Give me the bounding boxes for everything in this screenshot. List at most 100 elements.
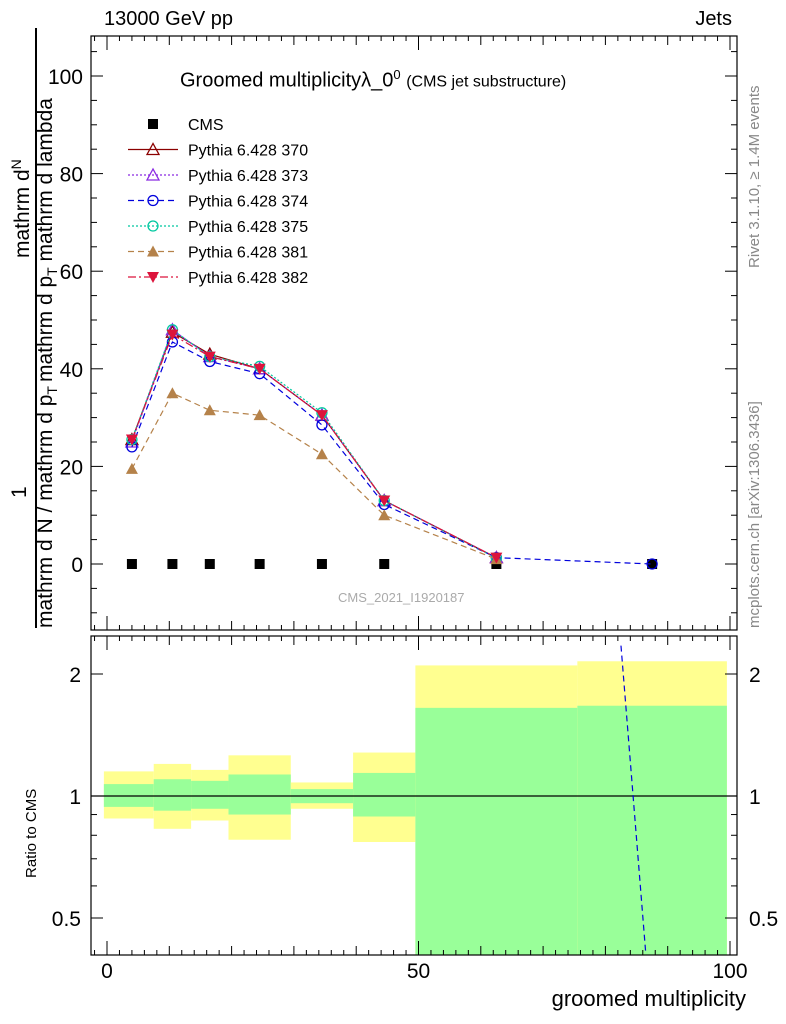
data-point xyxy=(490,552,503,564)
y-axis-label-mid-text: mathrm d p xyxy=(34,275,57,383)
y-axis-label-top-text: mathrm d xyxy=(11,169,34,258)
series-line xyxy=(131,341,653,565)
legend-marker xyxy=(147,220,159,232)
ratio-y-axis-label: Ratio to CMS xyxy=(23,788,40,878)
y-axis-label-top-sup: N xyxy=(8,159,24,170)
data-point xyxy=(166,387,179,399)
data-point xyxy=(315,410,328,422)
data-point xyxy=(166,329,179,341)
ratio-uncertainty-band-inner xyxy=(228,774,291,815)
data-point xyxy=(254,559,265,569)
series-pythia-6-428-382 xyxy=(125,329,503,564)
header-energy-label: 13000 GeV pp xyxy=(104,8,233,30)
chart-title-text: Groomed multiplicityλ_0 xyxy=(180,69,394,92)
data-point xyxy=(316,419,328,431)
legend-marker xyxy=(145,167,161,181)
chart-subtitle: (CMS jet substructure) xyxy=(406,73,567,91)
y-axis-label-tail-text: mathrm d lambda xyxy=(34,98,57,268)
chart-title: Groomed multiplicityλ_00 (CMS jet substr… xyxy=(180,67,566,93)
series-line xyxy=(131,328,497,559)
ratio-y-tick-label-right: 2 xyxy=(749,664,761,687)
data-point xyxy=(315,448,328,460)
series-pythia-6-428-381 xyxy=(125,387,503,565)
data-point xyxy=(647,559,658,569)
legend-label: Pythia 6.428 381 xyxy=(188,245,308,262)
data-point xyxy=(124,434,140,448)
y-axis-label-denom-text: mathrm d N / mathrm d p xyxy=(34,394,57,628)
data-point xyxy=(125,462,138,474)
rivet-version-label: Rivet 3.1.10, ≥ 1.4M events xyxy=(746,85,763,269)
series-line xyxy=(131,331,497,559)
ratio-uncertainty-band-inner xyxy=(153,779,192,811)
chart-title-superscript: 0 xyxy=(393,67,401,82)
data-point xyxy=(253,409,266,421)
header-jets-label: Jets xyxy=(695,8,732,30)
y-tick-label: 60 xyxy=(60,261,83,284)
data-point xyxy=(379,559,390,569)
legend-label: Pythia 6.428 382 xyxy=(188,270,308,287)
y-axis-label-mid-sub: T xyxy=(44,267,61,276)
ratio-y-tick-label-right: 0.5 xyxy=(749,908,778,931)
y-tick-label: 20 xyxy=(60,456,83,479)
ratio-line-374 xyxy=(620,645,647,956)
main-panel-frame xyxy=(90,35,738,631)
series-pythia-6-428-373 xyxy=(124,322,504,564)
ratio-uncertainty-band-inner xyxy=(191,780,229,809)
series-line xyxy=(131,392,497,560)
ratio-uncertainty-band-inner xyxy=(353,772,416,817)
axis-ticks: 0 20 40 60 80 100 0 50 100 0.5 0.5 1 1 2 2 xyxy=(48,36,778,983)
y-axis-label-numerator: 1 xyxy=(8,486,32,498)
series-pythia-6-428-370 xyxy=(124,324,504,564)
series-layer xyxy=(124,322,658,570)
data-point xyxy=(126,559,137,569)
ratio-uncertainty-band-inner xyxy=(577,705,727,955)
ratio-y-tick-label: 1 xyxy=(69,786,81,809)
series-line xyxy=(131,328,497,559)
data-point xyxy=(203,404,216,416)
legend-marker xyxy=(148,119,158,129)
x-axis-label: groomed multiplicity xyxy=(551,986,746,1011)
mcplots-reference-label: mcplots.cern.ch [arXiv:1306.3436] xyxy=(746,401,763,628)
ratio-y-tick-label: 0.5 xyxy=(52,908,81,931)
data-point xyxy=(378,495,391,507)
y-tick-label: 100 xyxy=(48,66,83,89)
y-axis-label-denominator: mathrm d N / mathrm d pTmathrm d pT math… xyxy=(34,98,60,628)
legend: CMS Pythia 6.428 370 Pythia 6.428 373 Pythi… xyxy=(128,117,308,287)
legend-marker xyxy=(147,272,159,283)
ratio-y-tick-label-right: 1 xyxy=(749,786,761,809)
data-point xyxy=(203,351,216,363)
y-axis-label-denom-sub: T xyxy=(44,386,61,395)
data-point xyxy=(253,363,266,375)
legend-marker xyxy=(145,142,161,156)
legend-label: Pythia 6.428 374 xyxy=(188,194,308,211)
y-tick-label: 40 xyxy=(60,359,83,382)
legend-label: CMS xyxy=(188,117,224,134)
legend-label: Pythia 6.428 370 xyxy=(188,143,308,160)
analysis-watermark: CMS_2021_I1920187 xyxy=(338,590,465,605)
data-point xyxy=(204,559,215,569)
data-point xyxy=(167,559,178,569)
ratio-y-tick-label: 2 xyxy=(69,664,81,687)
data-point xyxy=(378,509,391,521)
data-point xyxy=(646,558,658,570)
x-tick-label: 100 xyxy=(712,960,747,983)
x-tick-label: 50 xyxy=(407,960,430,983)
series-pythia-6-428-374 xyxy=(126,336,658,570)
y-axis-label-top: mathrm dN xyxy=(8,159,35,258)
y-axis-label-numer-text: 1 xyxy=(8,486,31,498)
legend-label: Pythia 6.428 375 xyxy=(188,219,308,236)
ratio-line-layer xyxy=(620,645,647,956)
data-point xyxy=(125,434,138,446)
y-tick-label: 80 xyxy=(60,164,83,187)
y-tick-label: 0 xyxy=(71,554,83,577)
ratio-band-layer xyxy=(91,661,737,955)
legend-marker xyxy=(147,194,159,207)
series-line xyxy=(131,333,497,559)
legend-marker xyxy=(147,245,159,257)
ratio-uncertainty-band-inner xyxy=(415,707,578,955)
series-pythia-6-428-375 xyxy=(126,324,503,564)
legend-label: Pythia 6.428 373 xyxy=(188,168,308,185)
x-tick-label: 0 xyxy=(101,960,113,983)
data-point xyxy=(316,559,327,569)
